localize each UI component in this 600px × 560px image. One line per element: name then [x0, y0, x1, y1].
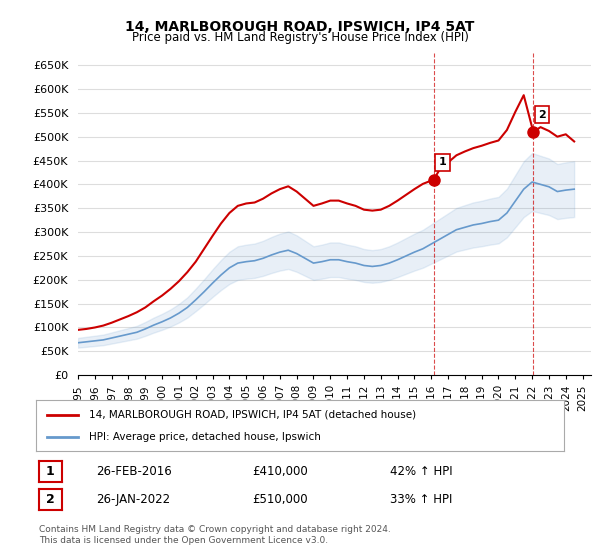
Text: 26-FEB-2016: 26-FEB-2016 [96, 465, 172, 478]
Text: Price paid vs. HM Land Registry's House Price Index (HPI): Price paid vs. HM Land Registry's House … [131, 31, 469, 44]
Text: 2: 2 [46, 493, 55, 506]
Text: Contains HM Land Registry data © Crown copyright and database right 2024.
This d: Contains HM Land Registry data © Crown c… [39, 525, 391, 545]
Text: £510,000: £510,000 [252, 493, 308, 506]
Text: 1: 1 [439, 157, 446, 167]
Text: 42% ↑ HPI: 42% ↑ HPI [390, 465, 452, 478]
Text: 14, MARLBOROUGH ROAD, IPSWICH, IP4 5AT (detached house): 14, MARLBOROUGH ROAD, IPSWICH, IP4 5AT (… [89, 409, 416, 419]
Text: 33% ↑ HPI: 33% ↑ HPI [390, 493, 452, 506]
Text: 26-JAN-2022: 26-JAN-2022 [96, 493, 170, 506]
Text: 14, MARLBOROUGH ROAD, IPSWICH, IP4 5AT: 14, MARLBOROUGH ROAD, IPSWICH, IP4 5AT [125, 20, 475, 34]
Text: £410,000: £410,000 [252, 465, 308, 478]
Text: 1: 1 [46, 465, 55, 478]
Text: HPI: Average price, detached house, Ipswich: HPI: Average price, detached house, Ipsw… [89, 432, 320, 442]
Text: 2: 2 [538, 110, 546, 120]
